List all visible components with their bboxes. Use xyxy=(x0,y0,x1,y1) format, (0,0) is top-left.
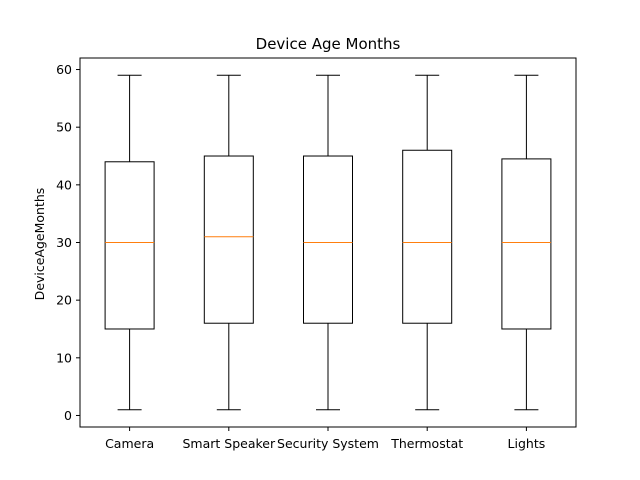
axes-frame xyxy=(79,57,577,428)
iqr-box xyxy=(303,155,353,324)
x-tick-label: Lights xyxy=(508,436,546,451)
y-tick-label: 40 xyxy=(56,177,72,192)
y-tick-label: 60 xyxy=(56,62,72,77)
x-tick-label: Smart Speaker xyxy=(182,436,275,451)
iqr-box xyxy=(203,155,254,324)
iqr-box xyxy=(104,161,155,330)
y-tick-label: 30 xyxy=(56,235,72,250)
y-axis-label: DeviceAgeMonths xyxy=(32,188,47,301)
plot-area: 0 10 20 30 40 50 60 Camera Smart Speaker Security… xyxy=(56,62,552,451)
iqr-box xyxy=(501,158,552,330)
x-tick-label: Security System xyxy=(277,436,379,451)
y-tick-label: 50 xyxy=(56,120,72,135)
y-tick-label: 0 xyxy=(64,408,72,423)
iqr-box xyxy=(402,149,453,324)
chart-title: Device Age Months xyxy=(256,35,401,53)
y-tick-label: 20 xyxy=(56,293,72,308)
x-tick-label: Thermostat xyxy=(390,436,463,451)
x-tick-label: Camera xyxy=(105,436,154,451)
y-tick-label: 10 xyxy=(56,350,72,365)
